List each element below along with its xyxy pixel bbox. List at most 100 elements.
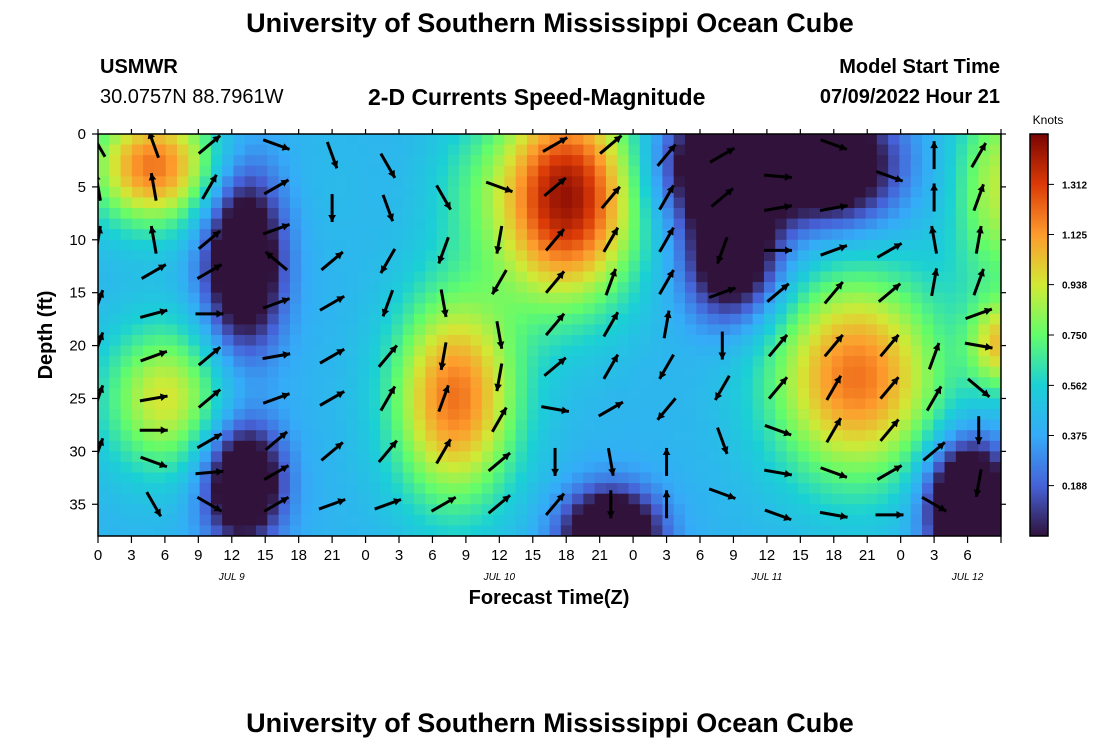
heatmap-cell xyxy=(888,345,901,357)
heatmap-cell xyxy=(899,525,912,536)
heatmap-cell xyxy=(278,282,291,294)
heatmap-cell xyxy=(210,514,223,527)
heatmap-cell xyxy=(651,483,663,495)
heatmap-cell xyxy=(391,176,404,188)
plot-title: 2-D Currents Speed-Magnitude xyxy=(368,84,706,110)
heatmap-cell xyxy=(865,419,878,431)
heatmap-cell xyxy=(967,197,980,209)
heatmap-cell xyxy=(639,260,652,273)
heatmap-cell xyxy=(402,483,415,495)
heatmap-cell xyxy=(809,504,821,516)
heatmap-cell xyxy=(538,451,551,463)
heatmap-cell xyxy=(267,250,280,262)
heatmap-cell xyxy=(459,271,472,283)
model-start-label: Model Start Time xyxy=(839,56,1000,78)
heatmap-cell xyxy=(493,208,505,220)
heatmap-cell xyxy=(368,239,381,251)
heatmap-cell xyxy=(414,377,426,389)
heatmap-cell xyxy=(210,377,223,389)
heatmap-cell xyxy=(402,430,415,442)
heatmap-cell xyxy=(335,218,347,230)
heatmap-cell xyxy=(560,313,573,326)
heatmap-cell xyxy=(131,324,144,336)
heatmap-cell xyxy=(741,409,754,421)
heatmap-cell xyxy=(775,356,788,368)
heatmap-cell xyxy=(899,186,912,199)
heatmap-cell xyxy=(752,472,765,484)
heatmap-cell xyxy=(380,345,393,357)
heatmap-cell xyxy=(425,387,438,400)
heatmap-cell xyxy=(109,366,122,378)
heatmap-cell xyxy=(707,282,720,294)
current-vector xyxy=(820,138,848,151)
heatmap-cell xyxy=(312,472,325,484)
heatmap-cell xyxy=(673,197,686,209)
heatmap-cell xyxy=(278,504,291,516)
heatmap-cell xyxy=(131,366,144,378)
heatmap-cell xyxy=(899,440,912,452)
heatmap-cell xyxy=(989,461,1001,474)
heatmap-cell xyxy=(481,186,494,199)
heatmap-cell xyxy=(876,387,889,400)
heatmap-cell xyxy=(515,461,528,474)
heatmap-cell xyxy=(199,165,212,177)
heatmap-cell xyxy=(741,366,754,378)
heatmap-cell xyxy=(605,430,618,442)
heatmap-cell xyxy=(955,282,968,294)
heatmap-cell xyxy=(662,134,675,146)
heatmap-cell xyxy=(617,440,630,452)
heatmap-cell xyxy=(888,208,901,220)
heatmap-cell xyxy=(594,260,607,273)
heatmap-cell xyxy=(899,197,912,209)
heatmap-cell xyxy=(763,208,776,220)
heatmap-cell xyxy=(876,176,889,188)
heatmap-cell xyxy=(188,229,201,241)
heatmap-cell xyxy=(188,186,201,199)
heatmap-cell xyxy=(684,282,697,294)
heatmap-cell xyxy=(933,260,946,273)
heatmap-cell xyxy=(267,504,280,516)
heatmap-cell xyxy=(888,260,901,273)
heatmap-cell xyxy=(244,430,257,442)
heatmap-cell xyxy=(120,292,133,304)
heatmap-cell xyxy=(910,387,923,400)
heatmap-cell xyxy=(989,155,1001,167)
heatmap-cell xyxy=(335,260,347,273)
current-vector xyxy=(927,342,941,370)
heatmap-cell xyxy=(222,282,235,294)
heatmap-cell xyxy=(775,134,788,146)
current-vector xyxy=(543,176,567,198)
heatmap-cell xyxy=(842,419,855,431)
heatmap-cell xyxy=(763,451,776,463)
heatmap-cell xyxy=(312,525,325,536)
heatmap-cell xyxy=(572,260,584,273)
heatmap-cell xyxy=(323,197,336,209)
current-vector xyxy=(438,342,448,371)
current-vector xyxy=(656,143,677,167)
heatmap-cell xyxy=(267,335,280,347)
heatmap-cell xyxy=(594,229,607,241)
heatmap-cell xyxy=(786,313,799,326)
heatmap-cell xyxy=(414,461,426,474)
heatmap-cell xyxy=(775,271,788,283)
heatmap-cell xyxy=(549,356,562,368)
heatmap-cell xyxy=(278,239,291,251)
heatmap-cell xyxy=(447,504,460,516)
heatmap-cell xyxy=(425,472,438,484)
current-vector xyxy=(658,184,675,211)
heatmap-cell xyxy=(244,525,257,536)
footer-title: University of Southern Mississippi Ocean… xyxy=(246,708,854,738)
heatmap-cell xyxy=(447,324,460,336)
heatmap-cell xyxy=(504,514,517,527)
heatmap-cell xyxy=(718,504,731,516)
heatmap-cell xyxy=(820,335,833,347)
heatmap-cell xyxy=(391,144,404,156)
current-vector xyxy=(319,294,345,312)
heatmap-cell xyxy=(820,186,833,199)
heatmap-cell xyxy=(910,345,923,357)
heatmap-cell xyxy=(628,155,641,167)
heatmap-cell xyxy=(323,377,336,389)
heatmap-cell xyxy=(933,345,946,357)
heatmap-cell xyxy=(312,282,325,294)
heatmap-cell xyxy=(797,208,810,220)
